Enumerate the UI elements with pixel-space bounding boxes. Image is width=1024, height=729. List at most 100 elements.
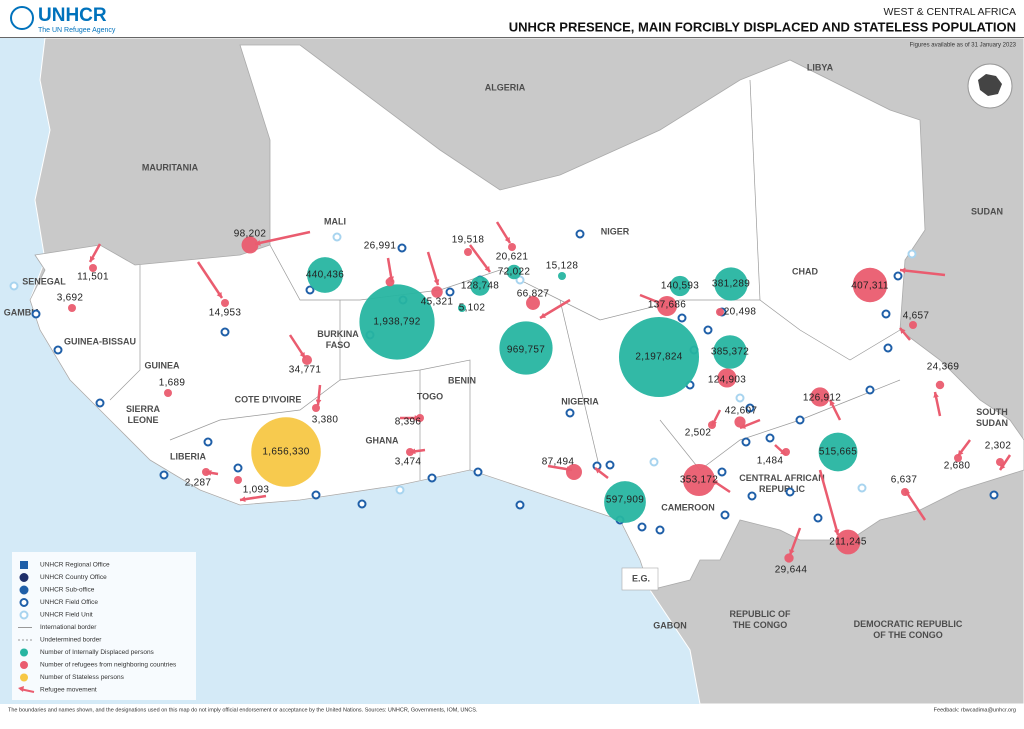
population-label: 1,093 xyxy=(243,485,270,496)
population-bubble xyxy=(566,464,582,480)
refugee-arrow xyxy=(426,251,440,286)
refugee-arrow xyxy=(254,230,311,246)
legend-symbol xyxy=(19,598,29,607)
legend-symbol xyxy=(20,648,28,657)
refugee-arrow xyxy=(899,268,946,277)
population-bubble xyxy=(202,468,210,476)
population-bubble xyxy=(164,389,172,397)
eg-box xyxy=(621,567,659,591)
office-icon xyxy=(53,345,63,355)
arrow-head xyxy=(90,256,96,262)
country-label: CENTRAL AFRICAN xyxy=(739,473,825,483)
population-label: 98,202 xyxy=(234,229,267,240)
population-bubble xyxy=(782,448,790,456)
population-label: 1,484 xyxy=(757,456,784,467)
population-bubble xyxy=(301,354,313,366)
country-label: BURKINA xyxy=(317,329,359,339)
logo-tagline: The UN Refugee Agency xyxy=(38,27,116,34)
population-bubble xyxy=(901,488,909,496)
population-label: 4,657 xyxy=(903,311,930,322)
population-bubble xyxy=(682,463,716,497)
population-label: 34,771 xyxy=(289,365,322,376)
population-bubble xyxy=(508,243,516,251)
office-icon xyxy=(655,525,665,535)
office-icon xyxy=(720,510,730,520)
office-icon xyxy=(515,275,525,285)
population-bubble xyxy=(669,275,691,297)
office-icon xyxy=(795,415,805,425)
country-label: DEMOCRATIC REPUBLIC xyxy=(854,619,963,629)
office-icon xyxy=(159,470,169,480)
logo-icon xyxy=(10,6,34,30)
arrow-head xyxy=(900,328,906,334)
population-bubble xyxy=(717,368,737,388)
office-icon xyxy=(881,309,891,319)
refugee-arrow xyxy=(468,244,492,273)
office-icon xyxy=(311,490,321,500)
population-bubble xyxy=(784,553,794,563)
inset-africa xyxy=(978,74,1002,96)
population-label: 1,689 xyxy=(159,378,186,389)
title: UNHCR PRESENCE, MAIN FORCIBLY DISPLACED … xyxy=(509,19,1016,34)
legend-symbol xyxy=(19,610,29,620)
country-label: GUINEA xyxy=(144,360,180,370)
population-label: 440,436 xyxy=(306,270,344,281)
population-label: 1,656,330 xyxy=(262,447,309,458)
population-bubble xyxy=(431,286,443,298)
population-label: 126,912 xyxy=(803,393,841,404)
population-label: 211,245 xyxy=(829,537,867,548)
legend-label: Undetermined border xyxy=(40,637,102,644)
population-bubble xyxy=(385,277,395,287)
office-icon xyxy=(203,437,213,447)
legend-symbol xyxy=(20,673,28,682)
population-bubble xyxy=(734,416,746,428)
population-label: 2,287 xyxy=(185,478,212,489)
population-bubble xyxy=(714,267,748,301)
country-label: REPUBLIC xyxy=(759,484,806,494)
population-bubble xyxy=(604,481,646,523)
office-icon xyxy=(220,327,230,337)
arrow-head xyxy=(789,549,795,555)
population-label: 14,953 xyxy=(209,308,242,319)
country-label: OF THE CONGO xyxy=(873,630,943,640)
population-label: 969,757 xyxy=(507,345,545,356)
population-bubble xyxy=(359,284,435,360)
population-bubble xyxy=(458,304,466,312)
country-label: CAMEROON xyxy=(661,502,715,512)
disclaimer: The boundaries and names shown, and the … xyxy=(8,707,478,713)
country-label: NIGER xyxy=(601,226,630,236)
office-icon xyxy=(473,467,483,477)
population-bubble xyxy=(68,304,76,312)
population-label: 72,022 xyxy=(498,267,531,278)
office-icon xyxy=(9,281,19,291)
office-icon xyxy=(605,460,615,470)
population-bubble xyxy=(241,236,259,254)
population-label: 3,474 xyxy=(395,457,422,468)
population-bubble xyxy=(312,404,320,412)
population-label: 2,302 xyxy=(985,441,1012,452)
office-icon xyxy=(305,285,315,295)
population-label: 8,396 xyxy=(395,417,422,428)
office-icon xyxy=(565,408,575,418)
country-label: SUDAN xyxy=(971,206,1003,216)
country-label: GUINEA-BISSAU xyxy=(64,336,136,346)
office-icon xyxy=(747,491,757,501)
legend-label: UNHCR Country Office xyxy=(40,574,107,581)
legend-label: UNHCR Sub-office xyxy=(40,587,95,594)
office-icon xyxy=(813,513,823,523)
office-icon xyxy=(357,499,367,509)
population-bubble xyxy=(89,264,97,272)
office-icon xyxy=(989,490,999,500)
country-label: GABON xyxy=(653,620,687,630)
country-label: ALGERIA xyxy=(485,82,526,92)
office-icon xyxy=(741,437,751,447)
office-icon xyxy=(233,463,243,473)
country-label: MAURITANIA xyxy=(142,162,199,172)
legend-symbol xyxy=(19,573,29,582)
office-icon xyxy=(637,522,647,532)
legend-box xyxy=(12,552,196,700)
legend-symbol xyxy=(20,561,28,569)
population-label: 137,686 xyxy=(648,300,686,311)
feedback: Feedback: rbwcadima@unhcr.org xyxy=(934,707,1016,713)
legend-label: UNHCR Field Unit xyxy=(40,612,93,619)
